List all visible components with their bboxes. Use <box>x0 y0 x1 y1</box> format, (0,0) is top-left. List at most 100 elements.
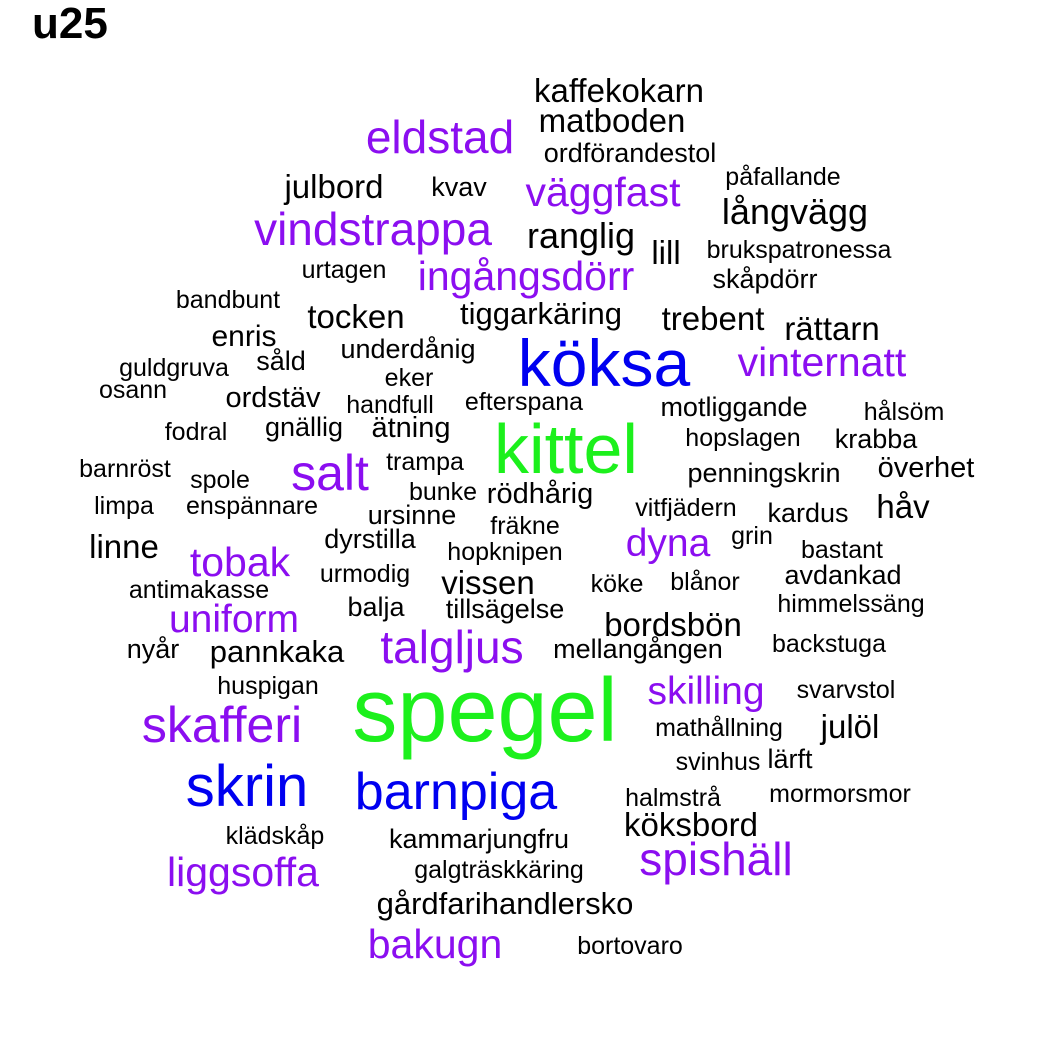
word-62: urmodig <box>319 560 411 588</box>
word-37: kittel <box>494 410 638 488</box>
word-92: klädskåp <box>225 822 325 850</box>
word-46: bunke <box>408 478 478 506</box>
word-24: vinternatt <box>737 339 907 385</box>
word-33: hålsöm <box>863 398 945 426</box>
word-66: blånor <box>670 568 740 596</box>
word-89: halmstrå <box>625 784 721 812</box>
word-27: eker <box>384 364 434 392</box>
word-8: långvägg <box>721 191 869 232</box>
word-35: gnällig <box>264 412 344 442</box>
word-29: ordstäv <box>225 382 321 414</box>
word-41: spole <box>190 466 250 494</box>
word-54: fräkne <box>490 512 560 540</box>
word-50: vitfjädern <box>635 494 737 522</box>
word-22: underdånig <box>340 334 476 364</box>
chart-title: u25 <box>32 0 108 48</box>
word-58: grin <box>731 522 773 550</box>
word-77: backstuga <box>772 630 886 658</box>
word-11: lill <box>651 234 681 271</box>
word-88: barnpiga <box>354 763 558 821</box>
word-56: dyrstilla <box>324 524 416 554</box>
word-90: mormorsmor <box>769 780 911 808</box>
word-75: pannkaka <box>209 634 345 669</box>
word-12: brukspatronessa <box>706 236 892 264</box>
word-57: dyna <box>625 522 711 565</box>
word-0: kaffekokarn <box>534 72 704 109</box>
word-72: bordsbön <box>604 606 742 643</box>
word-5: julbord <box>284 168 384 205</box>
word-31: efterspana <box>464 388 584 416</box>
word-61: tobak <box>189 539 291 585</box>
word-48: limpa <box>94 492 154 520</box>
word-20: rättarn <box>784 310 880 347</box>
word-91: köksbord <box>624 806 758 843</box>
word-10: ranglig <box>526 215 636 256</box>
word-44: penningskrin <box>687 458 841 488</box>
word-65: köke <box>590 570 644 598</box>
word-95: liggsoffa <box>167 849 319 895</box>
word-71: uniform <box>168 598 300 641</box>
word-96: galgträskkäring <box>414 856 584 884</box>
word-26: såld <box>256 346 306 376</box>
word-70: tillsägelse <box>445 594 565 624</box>
word-80: svarvstol <box>796 676 896 704</box>
word-76: mellangången <box>553 634 723 664</box>
word-85: svinhus <box>675 748 761 776</box>
word-82: skafferi <box>141 697 303 753</box>
word-34: fodral <box>164 418 228 446</box>
word-67: antimakasse <box>128 576 270 604</box>
word-79: skilling <box>647 670 765 713</box>
word-64: vissen <box>441 564 535 601</box>
word-94: spishäll <box>639 833 793 885</box>
word-53: kardus <box>767 498 849 528</box>
word-23: köksa <box>517 326 691 400</box>
word-63: avdankad <box>784 560 902 590</box>
word-18: tiggarkäring <box>460 296 622 331</box>
word-60: bastant <box>800 536 884 564</box>
word-93: kammarjungfru <box>388 824 570 854</box>
word-36: ätning <box>371 412 451 444</box>
word-14: ingångsdörr <box>417 253 635 299</box>
word-81: spegel <box>352 661 618 761</box>
word-15: skåpdörr <box>712 264 818 294</box>
word-9: vindstrappa <box>254 203 492 255</box>
word-78: huspigan <box>217 672 319 700</box>
word-4: påfallande <box>725 163 841 191</box>
word-39: krabba <box>834 424 918 454</box>
word-43: trampa <box>386 448 464 476</box>
word-19: trebent <box>661 300 765 337</box>
word-32: motliggande <box>660 392 808 422</box>
word-6: kvav <box>431 172 487 202</box>
word-47: rödhårig <box>486 478 594 510</box>
word-87: skrin <box>185 754 309 819</box>
word-17: tocken <box>307 298 405 335</box>
word-7: väggfast <box>525 169 681 215</box>
word-84: julöl <box>820 708 880 745</box>
word-55: linne <box>89 528 159 565</box>
word-99: bortovaro <box>577 932 683 960</box>
word-83: mathållning <box>655 714 783 742</box>
word-40: barnröst <box>79 455 171 483</box>
word-97: gårdfarihandlersko <box>376 886 634 921</box>
word-16: bandbunt <box>175 286 281 314</box>
word-21: enris <box>211 320 277 353</box>
word-74: nyår <box>126 634 180 664</box>
word-98: bakugn <box>367 921 503 967</box>
word-52: ursinne <box>367 500 457 530</box>
word-30: handfull <box>346 391 434 419</box>
word-42: salt <box>291 445 369 501</box>
word-1: matboden <box>538 102 686 139</box>
word-86: lärft <box>767 744 813 774</box>
word-59: hopknipen <box>447 538 563 566</box>
word-38: hopslagen <box>685 424 801 452</box>
word-68: himmelssäng <box>777 590 925 618</box>
word-51: håv <box>876 488 930 525</box>
word-13: urtagen <box>301 256 387 284</box>
word-49: enspännare <box>185 492 319 520</box>
word-3: ordförandestol <box>543 138 717 168</box>
word-25: guldgruva <box>119 354 229 382</box>
word-2: eldstad <box>365 111 515 163</box>
word-28: osann <box>98 376 168 404</box>
word-73: talgljus <box>380 621 524 673</box>
